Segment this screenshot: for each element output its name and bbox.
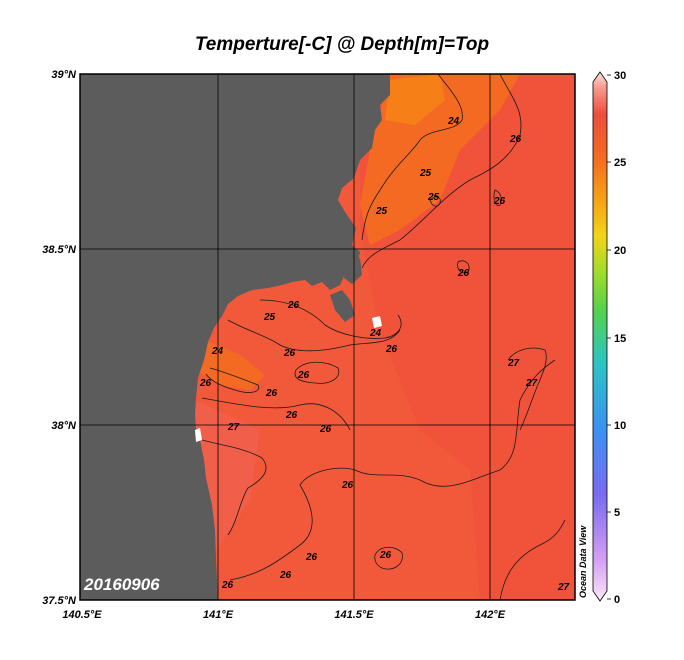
contour-label: 25 bbox=[427, 192, 440, 203]
contour-26-south-bay bbox=[227, 319, 401, 352]
missing-data-patch-2 bbox=[372, 316, 382, 328]
contour-27-east bbox=[507, 347, 547, 431]
contour-26-mid bbox=[201, 397, 351, 431]
lat-label-38N: 38°N bbox=[51, 420, 77, 432]
map-title: Temperture[-C] @ Depth[m]=Top bbox=[194, 34, 490, 55]
contour-label: 26 bbox=[265, 388, 278, 399]
colorbar-label-10: 10 bbox=[614, 420, 626, 432]
colorbar-label-5: 5 bbox=[614, 507, 620, 519]
contour-label: 26 bbox=[305, 552, 318, 563]
colorbar-label-20: 20 bbox=[614, 245, 626, 257]
contour-label: 26 bbox=[319, 424, 332, 435]
contour-label: 25 bbox=[263, 312, 276, 323]
cool-water-region-coast bbox=[200, 340, 265, 390]
contour-label: 24 bbox=[447, 116, 460, 127]
contour-label: 26 bbox=[457, 268, 470, 279]
grid-lines bbox=[80, 74, 575, 600]
contour-26-north bbox=[361, 74, 522, 269]
ocean-data-view-watermark: Ocean Data View bbox=[578, 525, 588, 598]
contour-label: 25 bbox=[375, 206, 388, 217]
contour-label: 24 bbox=[369, 328, 382, 339]
coolest-water-patch bbox=[385, 74, 445, 125]
contour-label: 26 bbox=[285, 410, 298, 421]
contour-26-south-eddy bbox=[374, 546, 403, 570]
island bbox=[344, 258, 362, 284]
missing-data-patch bbox=[195, 428, 202, 442]
date-label: 20160906 bbox=[83, 575, 160, 594]
contour-label: 26 bbox=[385, 344, 398, 355]
contour-26-bay bbox=[259, 299, 402, 339]
plot-frame bbox=[79, 73, 576, 601]
contour-label: 26 bbox=[287, 300, 300, 311]
contour-labels: 24 26 25 25 26 26 24 25 26 26 24 25 26 2… bbox=[199, 116, 570, 593]
lat-label-38.5N: 38.5°N bbox=[42, 244, 77, 256]
colorbar-label-30: 30 bbox=[614, 70, 626, 82]
contour-label: 27 bbox=[507, 358, 520, 369]
contour-27-coast bbox=[201, 439, 267, 536]
land-mass bbox=[80, 74, 390, 600]
contour-label: 24 bbox=[211, 346, 224, 357]
contour-label: 27 bbox=[525, 378, 538, 389]
contour-26-south bbox=[229, 359, 556, 581]
lon-label-142E: 142°E bbox=[475, 609, 506, 621]
contour-26-island bbox=[457, 260, 470, 274]
contour-26-eddy bbox=[294, 361, 340, 384]
colorbar-label-25: 25 bbox=[614, 157, 626, 169]
colorbar-ticks bbox=[607, 74, 611, 600]
contour-label: 26 bbox=[379, 550, 392, 561]
contour-label: 27 bbox=[227, 422, 240, 433]
contour-27-southeast bbox=[499, 519, 566, 600]
contour-lines bbox=[201, 74, 566, 600]
lon-label-140.5E: 140.5°E bbox=[62, 609, 102, 621]
contour-label: 27 bbox=[557, 582, 570, 593]
contour-25-island bbox=[429, 196, 441, 207]
contour-label: 26 bbox=[341, 480, 354, 491]
contour-label: 26 bbox=[283, 348, 296, 359]
contour-24-north bbox=[361, 74, 463, 241]
colorbar-label-15: 15 bbox=[614, 333, 626, 345]
colorbar-gradient bbox=[592, 71, 608, 602]
peninsula bbox=[330, 290, 355, 322]
contour-label: 26 bbox=[297, 370, 310, 381]
colorbar: 30 25 20 15 10 5 0 bbox=[592, 70, 626, 606]
contour-label: 26 bbox=[509, 134, 522, 145]
colorbar-label-0: 0 bbox=[614, 594, 620, 606]
contour-label: 26 bbox=[199, 378, 212, 389]
contour-26-east bbox=[493, 189, 502, 207]
lon-label-141.5E: 141.5°E bbox=[334, 609, 374, 621]
lon-label-141E: 141°E bbox=[203, 609, 234, 621]
contour-label: 26 bbox=[493, 196, 506, 207]
contour-label: 25 bbox=[419, 168, 432, 179]
contour-label: 26 bbox=[221, 580, 234, 591]
contour-24-coast bbox=[205, 367, 260, 393]
lat-label-39N: 39°N bbox=[51, 69, 77, 81]
contour-label: 26 bbox=[279, 570, 292, 581]
lat-label-37.5N: 37.5°N bbox=[42, 595, 77, 607]
